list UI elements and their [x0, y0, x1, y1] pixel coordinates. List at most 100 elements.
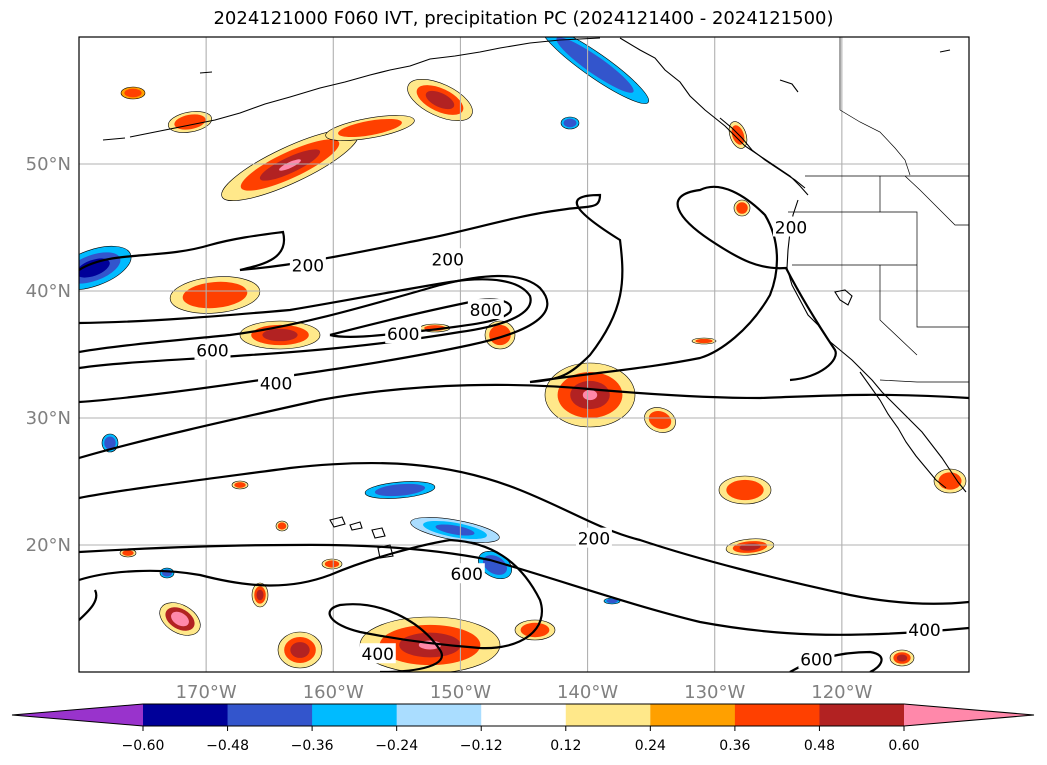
- contour-label: 200: [431, 250, 463, 270]
- precip-patch-level: [182, 281, 248, 309]
- precip-patch-8: [544, 362, 636, 428]
- ivt-contour-600-south: [79, 543, 969, 636]
- precip-patch-21: [728, 121, 748, 149]
- colorbar-tick-label: −0.60: [122, 738, 165, 754]
- precip-patch-level: [277, 522, 287, 530]
- ivt-contour-400-south-loop: [79, 538, 543, 672]
- colorbar-segment: [734, 704, 820, 726]
- lon-tick-label: 140°W: [557, 682, 618, 703]
- border-bc-alberta: [904, 175, 969, 226]
- precip-patch-20: [889, 649, 915, 667]
- precip-patch-1: [221, 129, 359, 201]
- colorbar-segment: [312, 704, 398, 726]
- colorbar-segment: [565, 704, 651, 726]
- ivt-contour-labels: 200 200 200 200 400 400 400 600 600 600 600 800: [194, 216, 943, 670]
- ivt-contour-400-mid: [79, 383, 969, 460]
- coastlines: [102, 37, 967, 559]
- precip-patch-level: [563, 118, 577, 128]
- contour-label-bg: [575, 527, 612, 548]
- contour-label: 800: [470, 301, 502, 321]
- precip-patch-4: [120, 86, 146, 100]
- precip-patch-33: [321, 558, 343, 570]
- colorbar-segment: [227, 704, 313, 726]
- border-ca-nv: [879, 265, 918, 356]
- precip-patch-level: [262, 328, 298, 342]
- precip-patch-28: [560, 116, 580, 130]
- border-idaho: [879, 176, 969, 328]
- contour-label: 400: [362, 645, 394, 665]
- precip-patch-15: [159, 602, 201, 636]
- coastline-us-west: [786, 199, 967, 493]
- contour-label: 600: [800, 650, 832, 670]
- contour-label: 400: [260, 375, 292, 395]
- contour-label: 200: [775, 219, 807, 239]
- colorbar-tick-label: −0.24: [375, 738, 418, 754]
- precip-patch-level: [556, 37, 634, 93]
- coastline-alaska: [129, 37, 601, 138]
- island-hawaii-2: [349, 521, 363, 531]
- contour-label-bg: [448, 563, 485, 584]
- lat-tick-label: 30°N: [26, 408, 71, 429]
- ivt-contour-200-north: [79, 185, 837, 384]
- contour-label: 600: [196, 342, 228, 362]
- precip-patch-level: [256, 589, 264, 601]
- colorbar-extend-max: [904, 704, 1034, 726]
- contour-label: 400: [908, 621, 940, 641]
- contour-label-bg: [773, 216, 809, 237]
- island-hawaii-1: [329, 516, 346, 528]
- coastline-baja: [859, 371, 947, 489]
- precip-patch-11: [718, 475, 772, 505]
- island-bc-1: [779, 79, 799, 93]
- contour-label-bg: [906, 619, 943, 640]
- precipitation-pc-field: [79, 37, 967, 672]
- colorbar-tick-label: −0.48: [206, 738, 249, 754]
- lat-lon-grid: [79, 37, 969, 672]
- precip-patch-30: [119, 548, 137, 558]
- precip-patch-level: [324, 560, 340, 568]
- precip-patch-level: [425, 90, 455, 110]
- precip-patch-5: [325, 115, 415, 141]
- political-borders: [788, 37, 969, 383]
- precip-patch-level: [606, 598, 618, 604]
- colorbar-segment: [143, 704, 229, 726]
- colorbar: −0.60 −0.48 −0.36 −0.24 −0.12 0.12 0.24 0.36 0.4…: [11, 703, 1035, 754]
- coastline-british-columbia: [719, 117, 806, 189]
- lon-tick-label: 130°W: [684, 682, 745, 703]
- precip-patch-level: [726, 479, 764, 501]
- colorbar-tick-label: 0.48: [804, 738, 835, 754]
- contour-label-bg: [359, 643, 396, 664]
- precip-patch-24: [410, 517, 500, 543]
- contour-label-bg: [429, 248, 466, 269]
- precip-patch-29: [691, 337, 717, 345]
- lon-tick-label: 160°W: [303, 682, 364, 703]
- lon-tick-label: 150°W: [430, 682, 491, 703]
- contour-label: 200: [578, 530, 610, 550]
- ivt-contour-200-west: [79, 589, 98, 621]
- precip-patch-level: [79, 258, 110, 278]
- contour-label-bg: [194, 339, 231, 360]
- colorbar-segment: [650, 704, 736, 726]
- contour-label-bg: [467, 299, 504, 320]
- colorbar-extend-min: [12, 704, 143, 726]
- precip-patch-2: [407, 78, 473, 122]
- contour-label: 600: [387, 325, 419, 345]
- precip-patch-14: [933, 468, 967, 494]
- longitude-labels: 170°W 160°W 150°W 140°W 130°W 120°W: [176, 682, 873, 703]
- colorbar-tick-label: 0.60: [888, 738, 919, 754]
- lon-tick-label: 170°W: [176, 682, 237, 703]
- border-mexico: [879, 379, 969, 383]
- latitude-labels: 20°N 30°N 40°N 50°N: [26, 154, 71, 556]
- precip-patch-level: [896, 654, 908, 662]
- colorbar-segment: [396, 704, 482, 726]
- border-canada-territories: [839, 109, 911, 176]
- contour-label: 600: [451, 565, 483, 585]
- precip-patch-level: [938, 472, 962, 490]
- precip-patch-13: [644, 407, 676, 433]
- precip-patch-level: [695, 338, 713, 344]
- colorbar-tick-label: −0.12: [460, 738, 503, 754]
- precip-patch-level: [582, 389, 598, 401]
- colorbar-segment: [819, 704, 905, 726]
- coastline-alaska-panhandle: [619, 37, 809, 196]
- ivt-contour-600: [79, 278, 532, 370]
